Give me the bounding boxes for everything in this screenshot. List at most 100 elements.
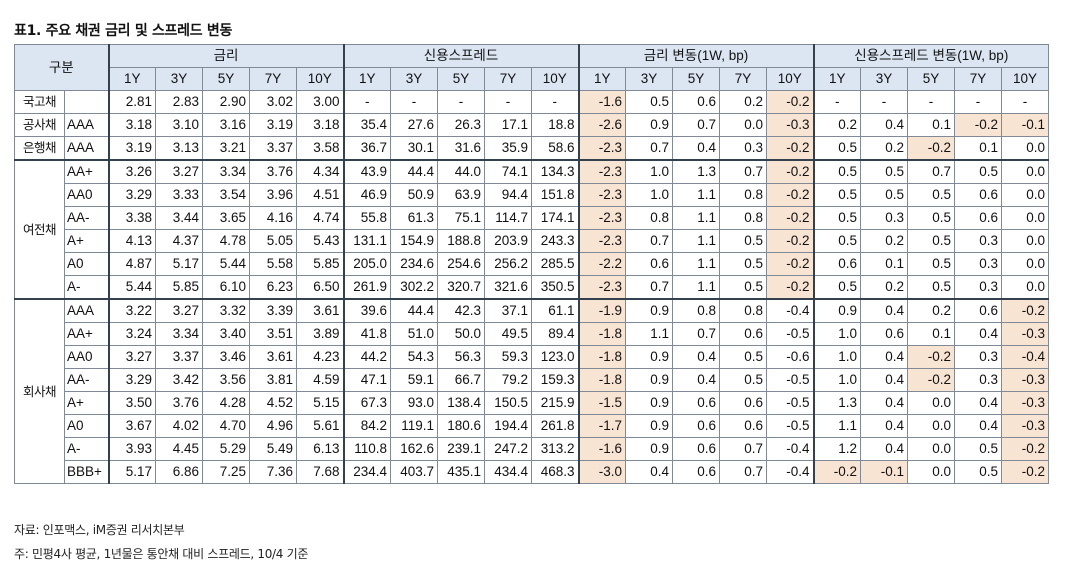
table-row: A0 4.87 5.17 5.44 5.58 5.85 205.0 234.6 254.6 256… xyxy=(15,252,1049,276)
rate-chg-cell: 0.6 xyxy=(672,437,720,461)
spreads-cell: 89.4 xyxy=(531,322,579,346)
rate-chg-cell: 0.9 xyxy=(625,113,673,137)
spread-chg-cell: -0.2 xyxy=(1001,460,1049,484)
rate-chg-cell: 1.1 xyxy=(625,322,673,346)
tenor-header: 1Y xyxy=(107,67,156,91)
rate-chg-cell: -0.5 xyxy=(766,322,814,346)
rates-cell: 5.58 xyxy=(249,252,297,276)
rate-chg-cell: 0.7 xyxy=(719,437,767,461)
section-label: 공사채 xyxy=(14,113,65,137)
spreads-cell: 58.6 xyxy=(531,136,579,161)
spread-chg-cell: 0.6 xyxy=(954,206,1002,230)
spreads-cell: 74.1 xyxy=(484,159,532,184)
rate-chg-cell: -1.8 xyxy=(577,322,626,346)
rates-cell: 5.44 xyxy=(107,275,156,300)
rates-cell: 3.29 xyxy=(107,368,156,392)
spreads-cell: 203.9 xyxy=(484,229,532,253)
rates-cell: 6.10 xyxy=(202,275,250,300)
rates-cell: 3.46 xyxy=(202,345,250,369)
rates-cell: 5.15 xyxy=(296,391,344,415)
spread-chg-cell: -0.3 xyxy=(1001,322,1049,346)
rates-cell: 3.34 xyxy=(202,159,250,184)
rates-cell: 5.17 xyxy=(107,460,156,484)
rate-chg-cell: 0.8 xyxy=(719,298,767,323)
tenor-header: 7Y xyxy=(484,67,532,91)
grade-cell: AA- xyxy=(64,368,109,392)
section-label: 여전채 xyxy=(14,159,65,300)
rate-chg-cell: 1.1 xyxy=(672,275,720,300)
spread-chg-cell: 0.7 xyxy=(907,159,955,184)
grade-cell xyxy=(64,90,109,114)
rate-chg-cell: 0.4 xyxy=(625,460,673,484)
rates-cell: 4.87 xyxy=(107,252,156,276)
rates-cell: 4.78 xyxy=(202,229,250,253)
rates-cell: 3.67 xyxy=(107,414,156,438)
spread-chg-cell: -0.3 xyxy=(1001,368,1049,392)
table-row: A+ 3.50 3.76 4.28 4.52 5.15 67.3 93.0 138.4 150.5… xyxy=(15,391,1049,415)
rate-chg-cell: 0.6 xyxy=(672,391,720,415)
spread-chg-cell: 0.5 xyxy=(812,136,861,161)
tenor-header: 3Y xyxy=(860,67,908,91)
spreads-cell: 59.1 xyxy=(390,368,438,392)
grade-cell: A- xyxy=(64,275,109,300)
grade-cell: AA+ xyxy=(64,322,109,346)
rates-cell: 3.58 xyxy=(296,136,344,161)
rates-cell: 2.83 xyxy=(155,90,203,114)
spreads-cell: 50.0 xyxy=(437,322,485,346)
spread-chg-cell: 0.1 xyxy=(860,252,908,276)
spread-chg-cell: 1.1 xyxy=(812,414,861,438)
rates-cell: 3.00 xyxy=(296,90,344,114)
rates-cell: 3.51 xyxy=(249,322,297,346)
spread-chg-cell: 0.5 xyxy=(907,275,955,300)
source-note: 자료: 인포맥스, iM증권 리서치본부 xyxy=(14,523,185,537)
spreads-cell: 54.3 xyxy=(390,345,438,369)
rate-chg-cell: -0.4 xyxy=(766,460,814,484)
spreads-cell: 39.6 xyxy=(342,298,391,323)
grade-cell: AA0 xyxy=(64,345,109,369)
rates-cell: 4.51 xyxy=(296,183,344,207)
spread-chg-cell: 0.1 xyxy=(907,113,955,137)
spread-chg-cell: 0.5 xyxy=(907,252,955,276)
spreads-cell: 159.3 xyxy=(531,368,579,392)
rate-chg-cell: 1.0 xyxy=(625,159,673,184)
rate-chg-cell: -2.3 xyxy=(577,136,626,161)
rates-cell: 5.17 xyxy=(155,252,203,276)
rate-chg-cell: -0.5 xyxy=(766,391,814,415)
spread-chg-cell: 0.4 xyxy=(860,391,908,415)
grade-cell: A0 xyxy=(64,414,109,438)
spreads-cell: 35.9 xyxy=(484,136,532,161)
spreads-cell: 239.1 xyxy=(437,437,485,461)
rate-chg-cell: -2.3 xyxy=(577,159,626,184)
spreads-cell: 93.0 xyxy=(390,391,438,415)
table-body: 국고채 2.81 2.83 2.90 3.02 3.00- - - - - -1.6 0.5 0.6 0.… xyxy=(14,90,1049,484)
rate-chg-cell: -0.2 xyxy=(766,206,814,230)
spreads-cell: 47.1 xyxy=(342,368,391,392)
rates-cell: 5.61 xyxy=(296,414,344,438)
rates-cell: 3.44 xyxy=(155,206,203,230)
rate-chg-cell: 1.3 xyxy=(672,159,720,184)
tenor-header: 1Y xyxy=(812,67,861,91)
spreads-cell: 256.2 xyxy=(484,252,532,276)
table-row: AA+ 3.24 3.34 3.40 3.51 3.89 41.8 51.0 50.0 49.5 8… xyxy=(15,322,1049,346)
spreads-cell: 188.8 xyxy=(437,229,485,253)
rates-cell: 4.59 xyxy=(296,368,344,392)
section-label: 국고채 xyxy=(14,90,65,114)
rate-chg-cell: -0.2 xyxy=(766,159,814,184)
spreads-cell: 468.3 xyxy=(531,460,579,484)
rate-chg-cell: -2.3 xyxy=(577,206,626,230)
spreads-cell: 134.3 xyxy=(531,159,579,184)
spreads-cell: 41.8 xyxy=(342,322,391,346)
spread-chg-cell: 0.6 xyxy=(954,183,1002,207)
rates-cell: 3.42 xyxy=(155,368,203,392)
spread-chg-cell: 0.5 xyxy=(907,229,955,253)
spread-chg-cell: -0.2 xyxy=(1001,298,1049,323)
rates-cell: 3.54 xyxy=(202,183,250,207)
spread-chg-cell: 1.0 xyxy=(812,368,861,392)
rate-chg-cell: 0.9 xyxy=(625,298,673,323)
spreads-cell: 131.1 xyxy=(342,229,391,253)
grade-cell: AAA xyxy=(64,113,109,137)
rate-chg-cell: 1.0 xyxy=(625,183,673,207)
rate-chg-cell: 0.9 xyxy=(625,414,673,438)
spread-chg-cell: - xyxy=(812,90,861,114)
rates-cell: 4.28 xyxy=(202,391,250,415)
